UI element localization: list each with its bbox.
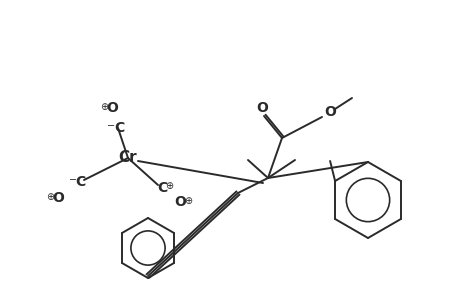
Text: ⊕: ⊕: [46, 192, 54, 202]
Text: O: O: [52, 191, 64, 205]
Text: O: O: [256, 101, 267, 115]
Text: Cr: Cr: [118, 151, 137, 166]
Text: O: O: [174, 195, 185, 209]
Text: O: O: [106, 101, 118, 115]
Text: C: C: [114, 121, 124, 135]
Text: −: −: [69, 175, 77, 185]
Text: ⊕: ⊕: [100, 102, 108, 112]
Text: −: −: [106, 121, 115, 131]
Text: ⊕: ⊕: [165, 181, 173, 191]
Text: O: O: [323, 105, 335, 119]
Text: C: C: [157, 181, 167, 195]
Text: ⊕: ⊕: [184, 196, 192, 206]
Text: C: C: [75, 175, 85, 189]
